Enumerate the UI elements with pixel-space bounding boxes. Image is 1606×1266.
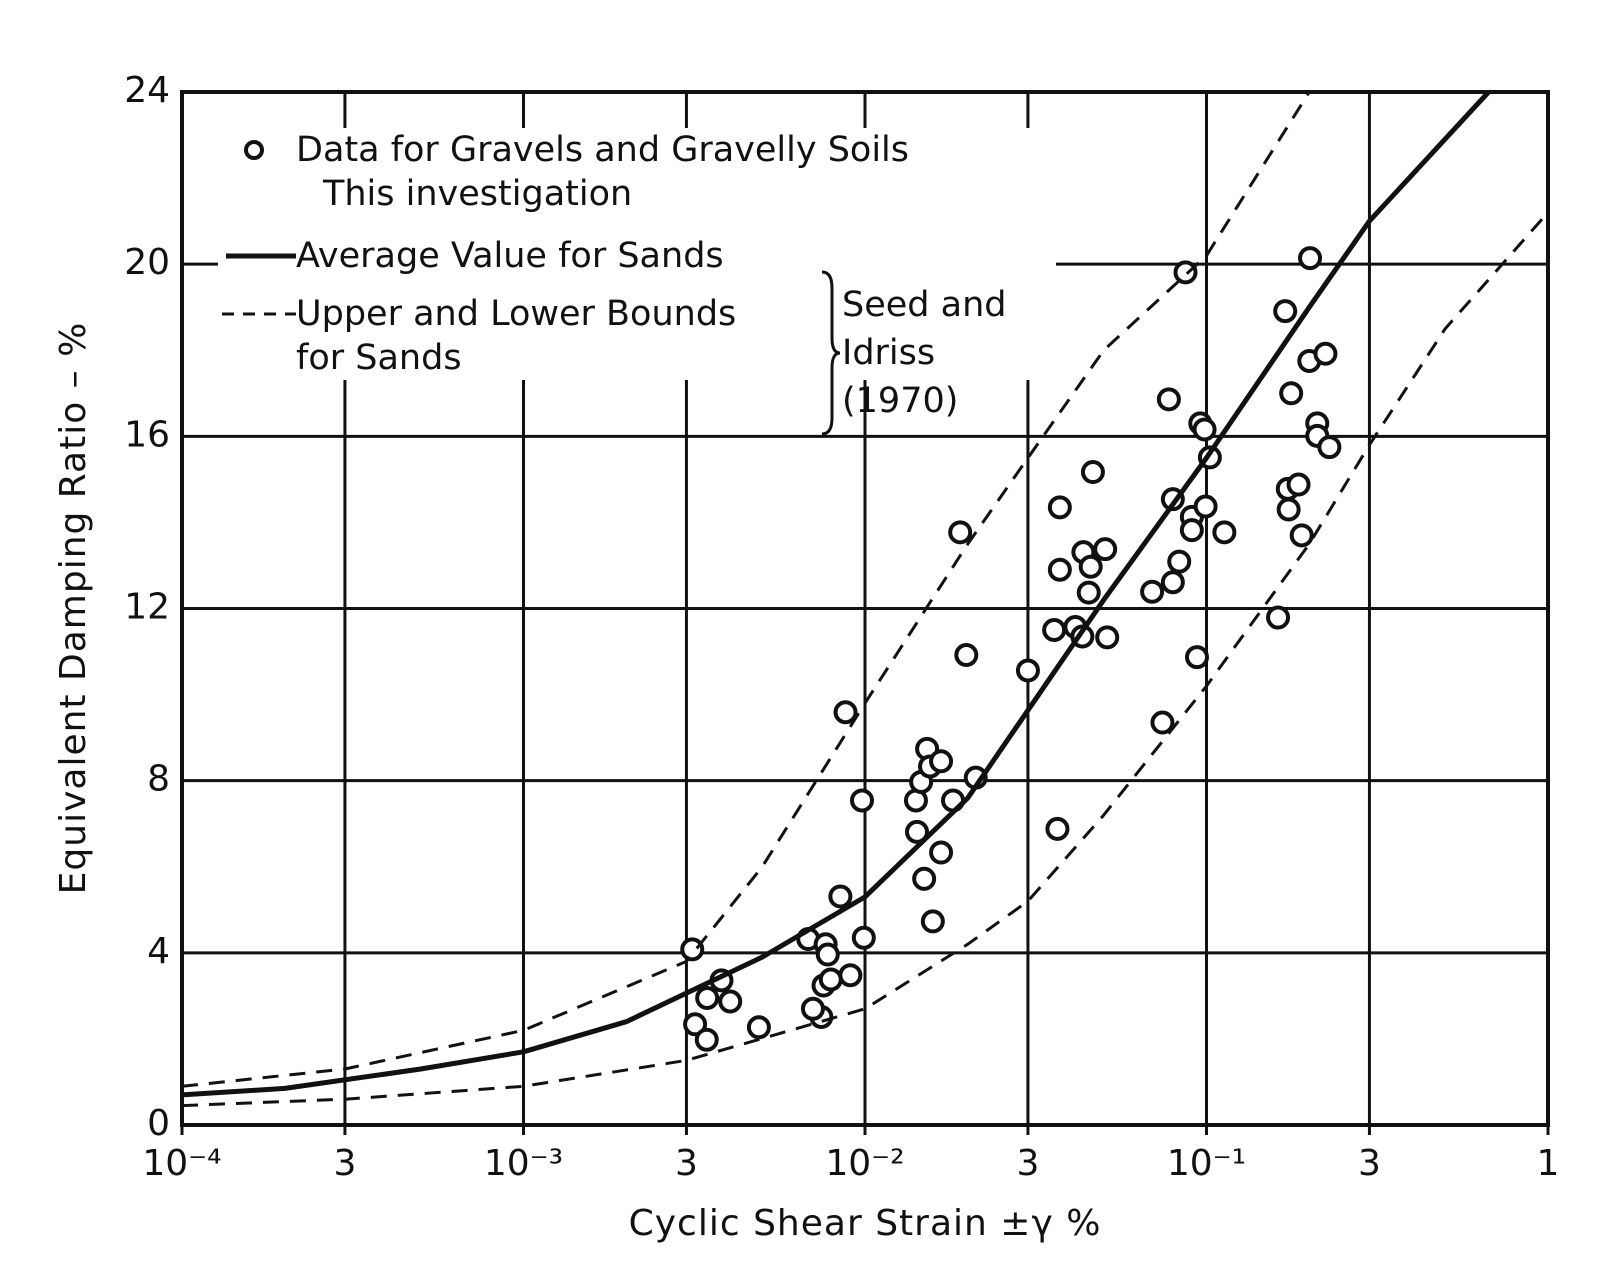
y-tick-label: 12 — [124, 587, 170, 628]
legend-item: Upper and Lower Bounds for Sands — [218, 292, 1056, 380]
data-point — [1179, 518, 1204, 543]
upper-bound-line — [182, 92, 1311, 1088]
y-tick-label: 20 — [124, 242, 170, 283]
y-tick-label: 24 — [124, 70, 170, 111]
legend-symbol — [222, 312, 296, 316]
annotation: Seed and Idriss (1970) — [818, 268, 1032, 438]
data-point — [1279, 381, 1304, 406]
average-line — [182, 92, 1491, 1098]
data-point — [954, 642, 979, 667]
data-point — [818, 967, 843, 992]
data-point — [1140, 579, 1165, 604]
data-point — [1047, 557, 1072, 582]
x-tick-label: 10⁻¹ — [1167, 1143, 1246, 1184]
data-point — [815, 942, 840, 967]
legend-note: This investigation — [323, 174, 633, 214]
legend: Data for Gravels and Gravelly Soils This… — [218, 128, 1056, 380]
x-tick-label: 3 — [675, 1143, 698, 1184]
data-point — [1273, 299, 1298, 324]
data-point — [1298, 246, 1323, 271]
data-point — [1313, 341, 1338, 366]
data-point — [1289, 523, 1314, 548]
data-point — [1185, 645, 1210, 670]
data-point — [905, 819, 930, 844]
data-point — [1167, 549, 1192, 574]
annotation-text: Seed and Idriss (1970) — [842, 285, 1007, 421]
x-tick-label: 1 — [1537, 1143, 1560, 1184]
data-point — [1317, 435, 1342, 460]
data-point — [1045, 816, 1070, 841]
legend-symbol — [244, 140, 264, 160]
data-point — [838, 963, 863, 988]
data-point — [1212, 520, 1237, 545]
x-axis-label: Cyclic Shear Strain ±γ % — [629, 1203, 1102, 1244]
data-point — [1150, 710, 1175, 735]
data-point — [1173, 260, 1198, 285]
data-point — [718, 989, 743, 1014]
data-point — [1192, 417, 1217, 442]
x-tick-label: 10⁻⁴ — [142, 1143, 221, 1184]
data-point — [695, 986, 720, 1011]
legend-label: Data for Gravels and Gravelly Soils — [296, 130, 910, 170]
plot-frame — [180, 90, 1550, 1127]
data-point — [1093, 537, 1118, 562]
data-point — [1015, 658, 1040, 683]
legend-symbol — [226, 253, 296, 259]
y-tick-label: 0 — [147, 1103, 170, 1144]
data-point — [828, 884, 853, 909]
data-point — [1095, 625, 1120, 650]
y-tick-label: 8 — [147, 759, 170, 800]
data-point — [1080, 460, 1105, 485]
data-point — [912, 866, 937, 891]
data-point — [929, 749, 954, 774]
legend-label: Average Value for Sands — [296, 236, 724, 276]
x-tick-label: 10⁻³ — [484, 1143, 563, 1184]
x-tick-label: 3 — [1016, 1143, 1039, 1184]
data-point — [1078, 554, 1103, 579]
data-point — [1042, 618, 1067, 643]
brace — [821, 270, 841, 436]
x-tick-label: 3 — [1358, 1143, 1381, 1184]
y-axis-label: Equivalent Damping Ratio – % — [53, 322, 94, 895]
data-point — [1276, 497, 1301, 522]
data-point — [948, 520, 973, 545]
y-tick-label: 16 — [124, 414, 170, 455]
x-tick-label: 3 — [333, 1143, 356, 1184]
data-point — [1286, 472, 1311, 497]
data-point — [833, 700, 858, 725]
legend-label: Upper and Lower Bounds for Sands — [296, 294, 737, 378]
data-point — [1193, 494, 1218, 519]
data-point — [1047, 495, 1072, 520]
data-point — [680, 937, 705, 962]
data-point — [746, 1015, 771, 1040]
data-point — [1160, 570, 1185, 595]
data-point — [929, 840, 954, 865]
lower-bound-line — [182, 211, 1548, 1108]
data-point — [850, 788, 875, 813]
legend-item: Average Value for Sands — [218, 234, 1056, 278]
data-point — [800, 996, 825, 1021]
legend-item: Data for Gravels and Gravelly Soils — [218, 128, 1056, 172]
data-point — [1266, 605, 1291, 630]
data-point — [851, 925, 876, 950]
data-point — [683, 1012, 708, 1037]
x-tick-label: 10⁻² — [825, 1143, 904, 1184]
data-point — [694, 1027, 719, 1052]
data-point — [1076, 580, 1101, 605]
y-tick-label: 4 — [147, 931, 170, 972]
data-point — [920, 909, 945, 934]
data-point — [1156, 387, 1181, 412]
